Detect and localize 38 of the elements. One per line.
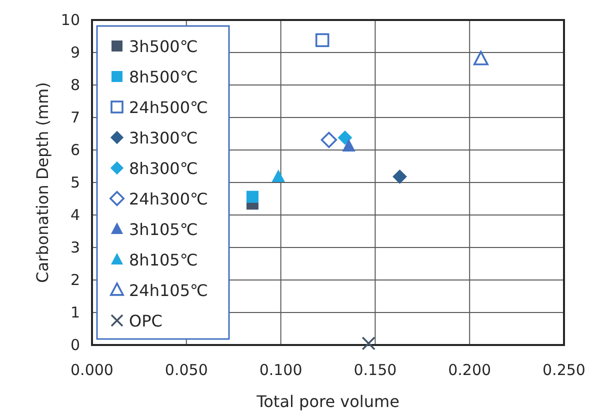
x-tick-label: 0.150 xyxy=(354,361,397,379)
y-tick-label: 2 xyxy=(70,271,80,289)
y-tick-label: 7 xyxy=(70,108,80,126)
legend-label: 3h500℃ xyxy=(129,37,198,56)
x-axis-title: Total pore volume xyxy=(256,392,400,411)
point xyxy=(315,33,330,48)
x-tick-label: 0.100 xyxy=(259,361,302,379)
y-tick-label: 3 xyxy=(70,238,80,256)
y-tick-label: 4 xyxy=(70,206,80,224)
point xyxy=(246,190,258,203)
y-tick-label: 6 xyxy=(70,141,80,159)
x-tick-label: 0.250 xyxy=(542,361,586,379)
x-tick-label: 0.050 xyxy=(164,361,208,379)
y-tick-label: 10 xyxy=(60,11,80,29)
point xyxy=(272,169,285,182)
point xyxy=(338,130,352,145)
y-tick-label: 1 xyxy=(70,304,80,322)
point xyxy=(362,336,376,350)
point xyxy=(473,50,488,66)
x-tick-label: 0.200 xyxy=(448,361,492,379)
y-tick-label: 0 xyxy=(70,336,80,354)
legend-label: 24h500℃ xyxy=(129,98,208,117)
point xyxy=(392,169,407,184)
x-tick-label: 0.000 xyxy=(70,361,114,379)
y-axis-title: Carbonation Depth (mm) xyxy=(33,82,52,283)
y-tick-label: 5 xyxy=(70,174,80,192)
point xyxy=(342,138,356,152)
legend-label: 3h300℃ xyxy=(129,128,198,148)
legend-label: 3h105℃ xyxy=(129,220,198,239)
legend-label: 24h105℃ xyxy=(129,281,208,300)
legend-label: 8h300℃ xyxy=(129,159,198,178)
y-tick-label: 8 xyxy=(70,76,80,94)
y-tick-label: 9 xyxy=(70,44,80,62)
legend-label: 24h300℃ xyxy=(129,190,208,208)
legend-label: 8h500℃ xyxy=(129,68,198,86)
point xyxy=(320,132,338,148)
legend-label: 8h105℃ xyxy=(129,250,198,270)
legend-label: OPC xyxy=(129,312,162,330)
